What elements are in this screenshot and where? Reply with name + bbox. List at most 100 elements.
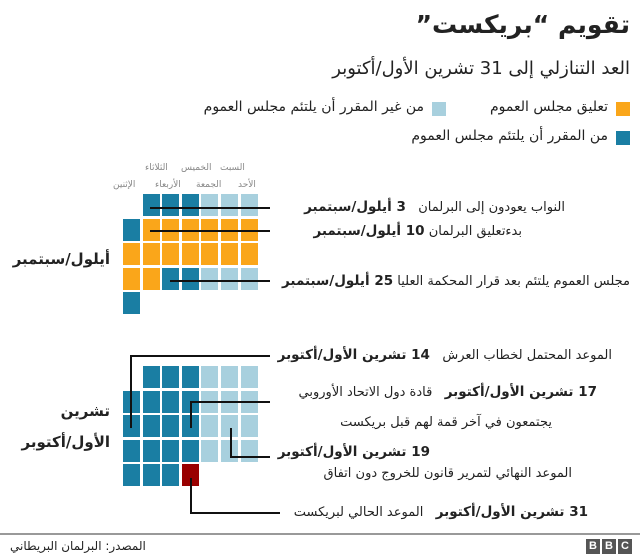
annotation-date: 31 تشرين الأول/أكتوبر — [435, 504, 588, 520]
annotation-date: 3 أيلول/سبتمبر — [304, 199, 406, 215]
source-note: المصدر: البرلمان البريطاني — [10, 539, 146, 553]
annotation-sep25: مجلس العموم يلتئم بعد قرار المحكمة العلي… — [282, 273, 630, 289]
calendar-day-not-scheduled — [200, 438, 220, 463]
calendar-day-suspended — [200, 217, 220, 242]
day-monday: الإثنين — [113, 180, 136, 190]
annotation-text: الموعد المحتمل لخطاب العرش — [442, 348, 612, 363]
calendar-day-not-scheduled — [239, 414, 259, 439]
calendar-day-not-scheduled — [239, 193, 259, 217]
leader-line-oct31-h — [190, 512, 280, 514]
day-sunday: الأحد — [238, 180, 256, 190]
annotation-oct14: الموعد المحتمل لخطاب العرش 14 تشرين الأو… — [278, 347, 612, 363]
day-thursday: الخميس — [181, 163, 212, 173]
leader-line-oct14-h — [130, 355, 270, 357]
footer-divider — [0, 533, 640, 535]
calendar-day-not-scheduled — [239, 365, 259, 389]
calendar-day-not-scheduled — [200, 193, 220, 217]
annotation-text: مجلس العموم يلتئم بعد قرار المحكمة العلي… — [397, 274, 630, 289]
calendar-day-scheduled — [122, 463, 141, 488]
calendar-day-not-scheduled — [220, 193, 239, 217]
leader-line-sep10 — [150, 230, 270, 232]
calendar-day-not-scheduled — [220, 266, 239, 291]
calendar-day-suspended — [161, 242, 181, 267]
legend-swatch-suspended — [616, 102, 630, 116]
leader-line-oct17-v — [190, 401, 192, 428]
calendar-day-suspended — [161, 217, 181, 242]
day-friday: الجمعة — [196, 180, 222, 190]
leader-line-oct19-v — [230, 428, 232, 458]
calendar-day-scheduled — [161, 193, 181, 217]
legend-swatch-not-scheduled — [432, 102, 446, 116]
bbc-logo: B B C — [586, 539, 632, 554]
month-label-october-line1: تشرين — [60, 402, 110, 420]
calendar-day-suspended — [200, 242, 220, 267]
calendar-day-scheduled — [122, 438, 141, 463]
annotation-text: قادة دول الاتحاد الأوروبي — [298, 385, 433, 400]
annotation-oct19-date: 19 تشرين الأول/أكتوبر — [278, 444, 430, 460]
title: تقويم “بريكست” — [415, 10, 630, 39]
subtitle: العد التنازلي إلى 31 تشرين الأول/أكتوبر — [332, 58, 630, 79]
calendar-day-suspended — [239, 242, 259, 267]
annotation-date: 10 أيلول/سبتمبر — [313, 223, 425, 239]
calendar-day-suspended — [141, 242, 161, 267]
annotation-date: 17 تشرين الأول/أكتوبر — [444, 384, 597, 400]
calendar-day-suspended — [122, 266, 141, 291]
annotation-oct31: 31 تشرين الأول/أكتوبر الموعد الحالي لبري… — [294, 504, 588, 520]
calendar-day-scheduled — [180, 193, 200, 217]
legend-label-not-scheduled: من غير المقرر أن يلتئم مجلس العموم — [203, 99, 424, 115]
annotation-oct19-text: الموعد النهائي لتمرير قانون للخروج دون ا… — [323, 466, 572, 481]
calendar-day-scheduled — [141, 414, 161, 439]
leader-line-oct14-v — [130, 355, 132, 428]
calendar-day-scheduled — [161, 414, 181, 439]
calendar-day-scheduled — [161, 266, 181, 291]
leader-line-sep3 — [150, 207, 270, 209]
calendar-day-scheduled — [161, 463, 181, 488]
calendar-day-scheduled — [141, 365, 161, 389]
calendar-day-suspended — [141, 217, 161, 242]
annotation-sep3: النواب يعودون إلى البرلمان 3 أيلول/سبتمب… — [304, 199, 565, 215]
calendar-day-scheduled — [141, 193, 161, 217]
calendar-day-suspended — [180, 217, 200, 242]
calendar-day-not-scheduled — [220, 414, 239, 439]
calendar-day-not-scheduled — [200, 266, 220, 291]
calendar-day-scheduled — [180, 438, 200, 463]
leader-line-oct31-v — [190, 478, 192, 514]
annotation-oct17: 17 تشرين الأول/أكتوبر قادة دول الاتحاد ا… — [299, 384, 597, 400]
leader-line-sep25 — [170, 280, 270, 282]
annotation-text: النواب يعودون إلى البرلمان — [418, 200, 565, 215]
calendar-day-scheduled — [180, 365, 200, 389]
calendar-day-scheduled — [161, 438, 181, 463]
calendar-day-scheduled — [141, 389, 161, 414]
calendar-day-suspended — [141, 266, 161, 291]
calendar-day-suspended — [220, 242, 239, 267]
leader-line-oct19-h — [230, 456, 270, 458]
calendar-day-not-scheduled — [239, 266, 259, 291]
calendar-day-suspended — [180, 242, 200, 267]
legend-label-suspended: تعليق مجلس العموم — [489, 99, 608, 115]
month-label-september: أيلول/سبتمبر — [12, 250, 110, 268]
calendar-day-scheduled — [122, 217, 141, 242]
annotation-text: بدءتعليق البرلمان — [428, 224, 522, 239]
calendar-day-not-scheduled — [200, 414, 220, 439]
day-wednesday: الأربعاء — [155, 180, 181, 190]
leader-line-oct17-h — [190, 401, 270, 403]
calendar-day-scheduled — [141, 463, 161, 488]
bbc-logo-letter: C — [618, 539, 632, 554]
calendar-day-scheduled — [161, 365, 181, 389]
calendar-day-not-scheduled — [239, 438, 259, 463]
annotation-date: 25 أيلول/سبتمبر — [282, 273, 394, 289]
calendar-day-scheduled — [141, 438, 161, 463]
bbc-logo-letter: B — [602, 539, 616, 554]
annotation-oct17-line2: يجتمعون في آخر قمة لهم قبل بريكست — [340, 415, 552, 430]
legend-swatch-scheduled — [616, 131, 630, 145]
legend-label-scheduled: من المقرر أن يلتئم مجلس العموم — [411, 128, 608, 144]
annotation-date: 14 تشرين الأول/أكتوبر — [277, 347, 430, 363]
day-tuesday: الثلاثاء — [145, 163, 168, 173]
month-label-october-line2: الأول/أكتوبر — [21, 433, 110, 451]
calendar-day-scheduled — [180, 266, 200, 291]
calendar-day-suspended — [220, 217, 239, 242]
calendar-day-suspended — [122, 242, 141, 267]
calendar-day-not-scheduled — [200, 365, 220, 389]
calendar-day-suspended — [239, 217, 259, 242]
